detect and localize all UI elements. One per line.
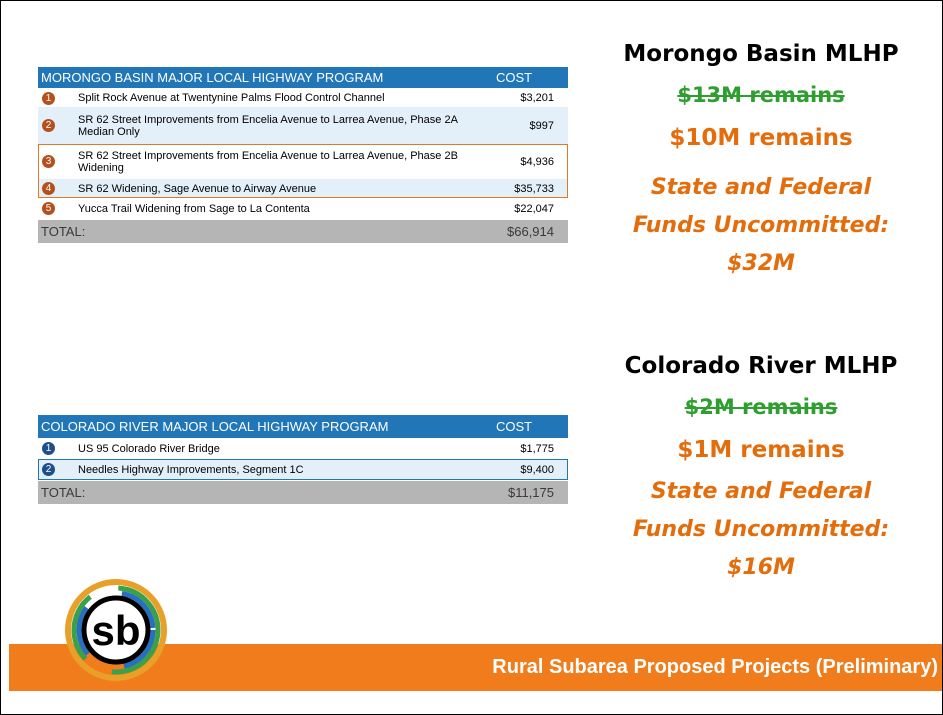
table-row: 5 Yucca Trail Widening from Sage to La Co… — [38, 198, 568, 219]
logo-text: sb — [91, 607, 140, 654]
project-name: US 95 Colorado River Bridge — [78, 442, 220, 455]
header-cost: COST — [496, 419, 533, 434]
project-name: SR 62 Street Improvements from Encelia A… — [78, 149, 458, 174]
total-cost: $11,175 — [507, 485, 554, 500]
project-name: Yucca Trail Widening from Sage to La Con… — [78, 202, 310, 215]
project-cost: $9,400 — [520, 463, 554, 476]
row-number: 1 — [42, 91, 55, 105]
header-label: MORONGO BASIN MAJOR LOCAL HIGHWAY PROGRA… — [41, 70, 384, 85]
project-name: Split Rock Avenue at Twentynine Palms Fl… — [78, 92, 385, 104]
uncommitted-note: $16M — [727, 555, 795, 580]
row-number: 1 — [42, 442, 55, 455]
project-cost: $3,201 — [520, 92, 554, 104]
current-balance: $1M remains — [677, 437, 845, 463]
summary-title: Colorado River MLHP — [624, 353, 898, 379]
project-cost: $997 — [529, 119, 554, 132]
previous-balance: $2M remains — [684, 395, 838, 419]
footer-title: Rural Subarea Proposed Projects (Prelimi… — [492, 656, 938, 678]
table-total: TOTAL: $11,175 — [38, 481, 568, 504]
summary-title: Morongo Basin MLHP — [623, 41, 899, 67]
project-cost: $22,047 — [514, 202, 554, 215]
table-header: COLORADO RIVER MAJOR LOCAL HIGHWAY PROGR… — [38, 415, 568, 438]
table-row: 1 US 95 Colorado River Bridge $1,775 — [38, 439, 568, 458]
highlight-box — [38, 459, 568, 480]
total-label: TOTAL: — [41, 485, 86, 500]
table-total: TOTAL: $66,914 — [38, 220, 568, 243]
project-name: SR 62 Widening, Sage Avenue to Airway Av… — [78, 182, 317, 195]
row-number: 5 — [42, 202, 55, 215]
uncommitted-note: State and Federal — [650, 479, 872, 504]
current-balance: $10M remains — [669, 125, 853, 151]
project-name: SR 62 Street Improvements from Encelia A… — [78, 113, 458, 138]
table-row: 3 SR 62 Street Improvements from Encelia … — [38, 144, 568, 179]
row-number: 4 — [42, 182, 55, 195]
project-cost: $1,775 — [520, 442, 554, 455]
uncommitted-note: $32M — [727, 251, 795, 276]
table-header: MORONGO BASIN MAJOR LOCAL HIGHWAY PROGRA… — [38, 67, 568, 88]
logo: sb — [65, 579, 167, 681]
row-number: 2 — [42, 119, 55, 132]
uncommitted-note: Funds Uncommitted: — [632, 517, 890, 542]
footer-band — [9, 644, 942, 691]
highlight-box — [38, 144, 568, 198]
row-number: 2 — [42, 463, 55, 476]
header-cost: COST — [496, 70, 533, 85]
total-cost: $66,914 — [507, 224, 554, 239]
project-cost: $35,733 — [514, 182, 554, 195]
table-row: 2 Needles Highway Improvements, Segment 1… — [38, 459, 568, 480]
uncommitted-note: State and Federal — [650, 175, 872, 200]
header-label: COLORADO RIVER MAJOR LOCAL HIGHWAY PROGR… — [41, 419, 389, 434]
row-number: 3 — [42, 155, 55, 168]
previous-balance: $13M remains — [677, 83, 845, 107]
table-row: 4 SR 62 Widening, Sage Avenue to Airway A… — [38, 179, 568, 198]
uncommitted-note: Funds Uncommitted: — [632, 213, 890, 238]
table-row: 1 Split Rock Avenue at Twentynine Palms F… — [38, 89, 568, 107]
table-row: 2 SR 62 Street Improvements from Encelia … — [38, 107, 568, 144]
total-label: TOTAL: — [41, 224, 86, 239]
project-cost: $4,936 — [520, 155, 554, 168]
project-name: Needles Highway Improvements, Segment 1C — [78, 463, 304, 476]
